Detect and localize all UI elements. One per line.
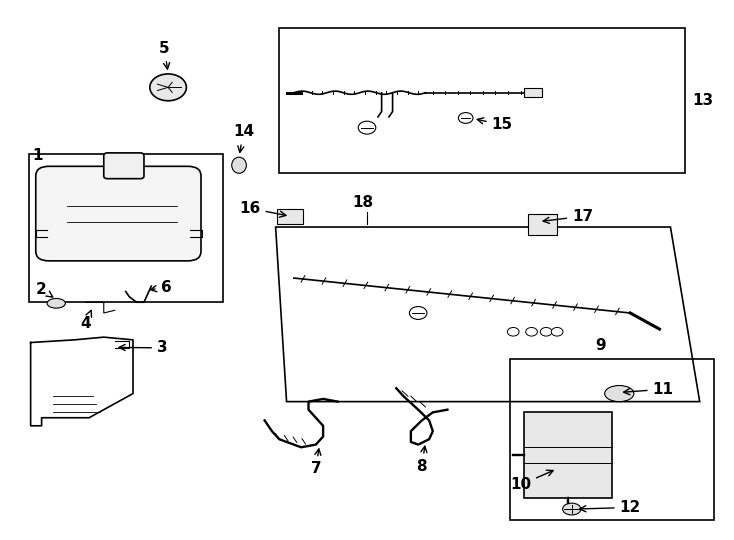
Circle shape bbox=[551, 327, 563, 336]
Text: 6: 6 bbox=[150, 280, 171, 295]
FancyBboxPatch shape bbox=[103, 153, 144, 179]
Circle shape bbox=[410, 307, 427, 320]
Bar bbox=[509, 359, 714, 520]
Text: 12: 12 bbox=[580, 500, 641, 515]
Circle shape bbox=[358, 121, 376, 134]
Text: 9: 9 bbox=[596, 338, 606, 353]
Bar bbox=[277, 210, 302, 224]
Text: 4: 4 bbox=[80, 310, 92, 331]
Bar bbox=[279, 28, 685, 173]
Text: 16: 16 bbox=[239, 201, 286, 217]
Bar bbox=[528, 214, 557, 235]
Text: 10: 10 bbox=[510, 470, 553, 492]
Circle shape bbox=[459, 113, 473, 123]
Circle shape bbox=[507, 327, 519, 336]
Ellipse shape bbox=[232, 157, 247, 173]
Circle shape bbox=[526, 327, 537, 336]
Bar bbox=[524, 89, 542, 97]
Text: 2: 2 bbox=[36, 282, 53, 297]
Text: 7: 7 bbox=[310, 449, 321, 476]
Text: 15: 15 bbox=[477, 118, 513, 132]
FancyBboxPatch shape bbox=[36, 166, 201, 261]
Text: 1: 1 bbox=[33, 147, 43, 163]
Text: 5: 5 bbox=[159, 41, 170, 69]
Ellipse shape bbox=[605, 386, 634, 402]
Circle shape bbox=[540, 327, 552, 336]
Ellipse shape bbox=[562, 503, 581, 515]
Text: 17: 17 bbox=[543, 209, 593, 224]
Text: 14: 14 bbox=[233, 124, 254, 152]
Circle shape bbox=[150, 74, 186, 101]
Text: 3: 3 bbox=[119, 340, 167, 355]
Ellipse shape bbox=[47, 299, 65, 308]
Bar bbox=[29, 154, 223, 302]
Bar bbox=[524, 413, 612, 498]
Text: 8: 8 bbox=[416, 446, 427, 474]
Text: 13: 13 bbox=[693, 93, 714, 109]
Text: 11: 11 bbox=[624, 382, 674, 397]
Text: 18: 18 bbox=[353, 195, 374, 211]
